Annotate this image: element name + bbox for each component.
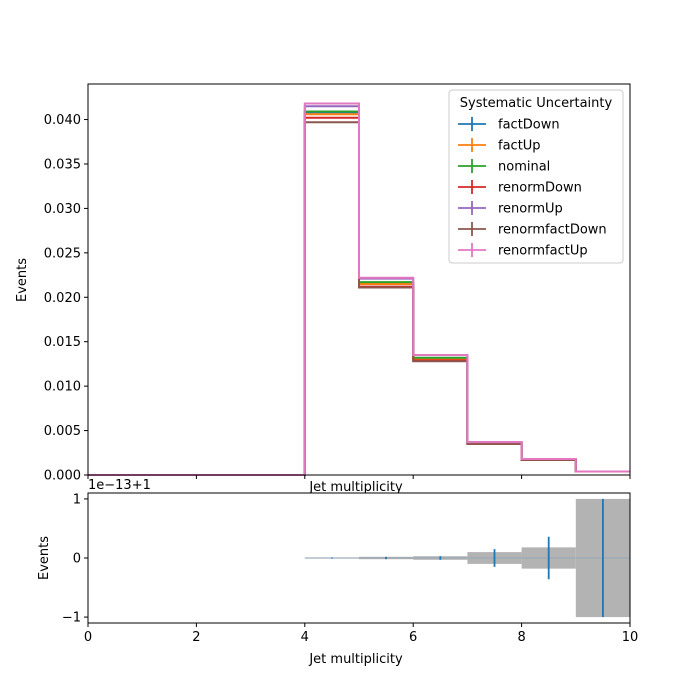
main-y-tick-label: 0.005 [44, 424, 81, 439]
legend-label: renormfactUp [498, 244, 588, 259]
legend-label: renormDown [498, 181, 582, 196]
ratio-x-tick-label: 6 [409, 630, 417, 645]
ratio-x-tick-label: 8 [517, 630, 525, 645]
legend-entry-nominal: nominal [458, 159, 550, 175]
ratio-x-axis-label: Jet multiplicity [308, 652, 403, 667]
main-y-axis-ticks: 0.000 0.005 0.010 0.015 0.020 0.025 0.030 0.035… [44, 113, 88, 484]
main-y-tick-label: 0.015 [44, 335, 81, 350]
main-panel: 0.000 0.005 0.010 0.015 0.020 0.025 0.030 0.035… [15, 83, 631, 495]
main-y-tick-label: 0.010 [44, 380, 81, 395]
legend-entries: factDown factUp nominal renormDown renormUp r… [458, 117, 607, 259]
legend-entry-renormup: renormUp [458, 201, 563, 217]
legend-label: factDown [498, 118, 560, 133]
ratio-x-tick-label: 10 [622, 630, 639, 645]
main-plot-frame [87, 83, 631, 476]
legend: Systematic Uncertainty factDown factUp nom… [448, 89, 624, 264]
ratio-x-tick-label: 0 [84, 630, 92, 645]
legend-entry-renormfactdown: renormfactDown [458, 222, 607, 238]
ratio-y-axis-ticks: −1 0 1 [62, 492, 88, 626]
main-y-tick-label: 0.030 [44, 202, 81, 217]
ratio-y-tick-label: 1 [73, 492, 81, 507]
legend-entry-factup: factUp [458, 138, 541, 154]
main-y-tick-label: 0.035 [44, 157, 81, 172]
main-y-tick-label: 0.025 [44, 246, 81, 261]
ratio-x-axis-ticks: 0 2 4 6 8 10 [84, 623, 638, 645]
ratio-plot-frame [87, 492, 631, 624]
ratio-offset-label: 1e−13+1 [88, 478, 151, 493]
main-y-tick-label: 0.020 [44, 291, 81, 306]
main-x-axis-label: Jet multiplicity [308, 480, 403, 495]
ratio-points [304, 498, 630, 618]
main-y-tick-label: 0.040 [44, 113, 81, 128]
ratio-x-tick-label: 4 [301, 630, 309, 645]
legend-label: renormUp [498, 202, 563, 217]
legend-entry-renormdown: renormDown [458, 180, 582, 196]
main-x-axis-ticks [87, 475, 631, 479]
main-y-axis-label: Events [15, 258, 30, 302]
legend-title: Systematic Uncertainty [460, 96, 613, 111]
legend-label: renormfactDown [498, 223, 607, 238]
legend-label: nominal [498, 160, 550, 175]
legend-box [448, 89, 624, 264]
ratio-y-tick-label: −1 [62, 611, 81, 626]
legend-entry-factdown: factDown [458, 117, 560, 133]
ratio-x-tick-label: 2 [192, 630, 200, 645]
ratio-y-tick-label: 0 [73, 552, 81, 567]
ratio-y-axis-label: Events [37, 536, 52, 580]
main-y-tick-label: 0.000 [44, 469, 81, 484]
legend-entry-renormfactup: renormfactUp [458, 243, 588, 259]
ratio-panel: −101 0 2 4 6 8 10 1e−13+1 Events Jet multipli… [37, 478, 638, 667]
legend-label: factUp [498, 139, 541, 154]
